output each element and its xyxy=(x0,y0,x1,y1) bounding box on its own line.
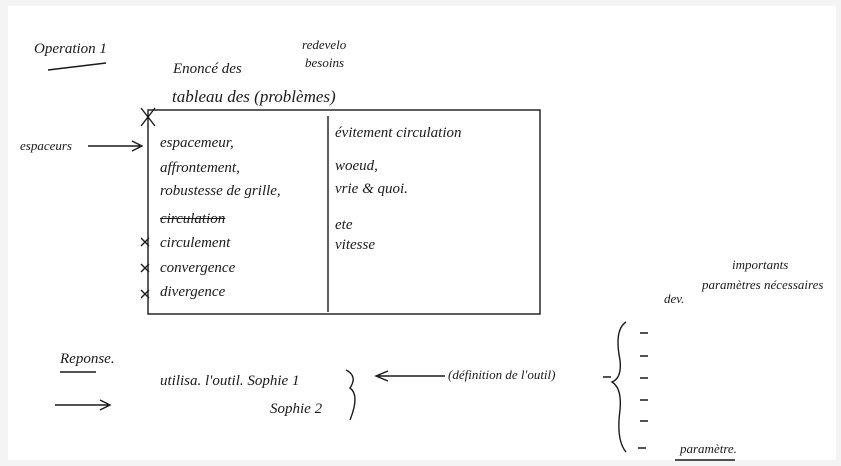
insert-note: redevelo xyxy=(302,37,347,52)
right-item: vrie & quoi. xyxy=(335,181,408,197)
note: paramètre. xyxy=(680,441,737,456)
tool-line: utilisa. l'outil. Sophie 1 xyxy=(160,373,300,389)
right-item: vitesse xyxy=(335,237,375,253)
statement-line: Enoncé des xyxy=(173,61,242,77)
left-item: affrontement, xyxy=(160,160,240,176)
tool-line: Sophie 2 xyxy=(270,401,323,417)
right-item: évitement circulation xyxy=(335,125,462,141)
statement-line: tableau des (problèmes) xyxy=(172,87,336,106)
note: dev. xyxy=(664,291,685,306)
left-item: robustesse de grille, xyxy=(160,183,281,199)
right-item: ete xyxy=(335,217,353,233)
side-label: espaceurs xyxy=(20,138,72,153)
heading: Operation 1 xyxy=(34,41,107,57)
left-item: divergence xyxy=(160,284,226,300)
note: importants xyxy=(732,257,789,272)
definition: (définition de l'outil) xyxy=(448,367,556,382)
left-item: circulation xyxy=(160,211,226,227)
note: paramètres nécessaires xyxy=(702,277,824,292)
left-item: espacemeur, xyxy=(160,135,234,151)
insert-note: besoins xyxy=(305,55,344,70)
left-item: convergence xyxy=(160,260,236,276)
left-item: circulement xyxy=(160,235,231,251)
response-label: Reponse. xyxy=(60,351,115,367)
right-item: woeud, xyxy=(335,158,378,174)
